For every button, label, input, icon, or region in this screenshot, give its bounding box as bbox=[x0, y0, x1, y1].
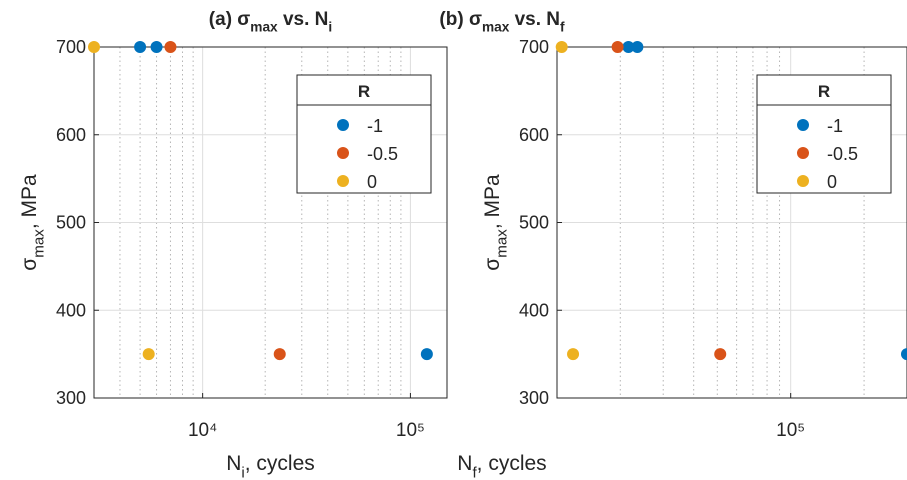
legend-title: R bbox=[818, 82, 830, 101]
legend-label: -1 bbox=[367, 116, 383, 136]
chart-title: (b) σmax vs. Nf bbox=[439, 9, 565, 35]
y-tick-label: 300 bbox=[519, 388, 549, 408]
point bbox=[88, 41, 100, 53]
text-part: max bbox=[482, 20, 510, 35]
y-tick-label: 700 bbox=[519, 37, 549, 57]
legend-title: R bbox=[358, 82, 370, 101]
point bbox=[567, 348, 580, 361]
legend-label: -0.5 bbox=[827, 144, 858, 164]
chart-title: (a) σmax vs. Ni bbox=[209, 9, 332, 35]
y-tick-label: 500 bbox=[519, 213, 549, 233]
point bbox=[150, 41, 163, 53]
point bbox=[622, 41, 635, 53]
point bbox=[611, 41, 624, 53]
legend-marker bbox=[337, 147, 349, 159]
legend-marker bbox=[797, 175, 809, 187]
text-part: vs. N bbox=[509, 9, 560, 30]
x-tick-label: 10⁵ bbox=[396, 420, 425, 441]
point bbox=[134, 41, 147, 53]
x-tick-label: 10⁴ bbox=[188, 420, 217, 441]
legend-box bbox=[296, 74, 432, 194]
legend-label: 0 bbox=[827, 172, 837, 192]
text-part: (b) σ bbox=[439, 9, 482, 30]
legend-marker bbox=[797, 119, 809, 131]
legend-label: 0 bbox=[367, 172, 377, 192]
text-part: i bbox=[241, 464, 244, 480]
point bbox=[273, 348, 286, 361]
axes-box bbox=[93, 46, 448, 399]
legend-box bbox=[756, 74, 892, 194]
y-tick-label: 700 bbox=[56, 37, 86, 57]
legend-label: -0.5 bbox=[367, 144, 398, 164]
text-part: N bbox=[457, 452, 472, 475]
y-tick-label: 300 bbox=[56, 388, 86, 408]
text-part: σ bbox=[18, 258, 41, 271]
point bbox=[631, 41, 644, 53]
legend-label: -1 bbox=[827, 116, 843, 136]
legend-marker bbox=[797, 147, 809, 159]
text-part: f bbox=[472, 464, 477, 480]
text-part: i bbox=[328, 20, 332, 35]
point bbox=[555, 41, 568, 53]
x-axis-label: Ni, cycles bbox=[226, 452, 315, 480]
legend-marker bbox=[337, 119, 349, 131]
point bbox=[901, 348, 907, 361]
text-part: max bbox=[493, 229, 510, 258]
y-tick-label: 400 bbox=[519, 300, 549, 320]
y-axis-label: σmax, MPa bbox=[481, 174, 510, 271]
text-part: , cycles bbox=[245, 452, 315, 475]
y-tick-label: 600 bbox=[519, 125, 549, 145]
text-part: N bbox=[226, 452, 241, 475]
text-part: , MPa bbox=[18, 174, 41, 229]
point bbox=[164, 41, 177, 53]
y-tick-label: 600 bbox=[56, 125, 86, 145]
point bbox=[714, 348, 727, 361]
text-part: , cycles bbox=[477, 452, 547, 475]
y-tick-label: 400 bbox=[56, 300, 86, 320]
y-axis-label: σmax, MPa bbox=[18, 174, 47, 271]
text-part: max bbox=[30, 229, 47, 258]
text-part: vs. N bbox=[278, 9, 329, 30]
text-part: , MPa bbox=[481, 174, 504, 229]
x-axis-label: Nf, cycles bbox=[457, 452, 546, 480]
point bbox=[420, 348, 433, 361]
text-part: f bbox=[560, 20, 565, 35]
y-tick-label: 500 bbox=[56, 213, 86, 233]
text-part: σ bbox=[481, 258, 504, 271]
text-part: max bbox=[250, 20, 278, 35]
x-tick-label: 10⁵ bbox=[776, 420, 805, 441]
text-part: (a) σ bbox=[209, 9, 251, 30]
point bbox=[142, 348, 155, 361]
legend-marker bbox=[337, 175, 349, 187]
axes-box bbox=[556, 46, 907, 399]
